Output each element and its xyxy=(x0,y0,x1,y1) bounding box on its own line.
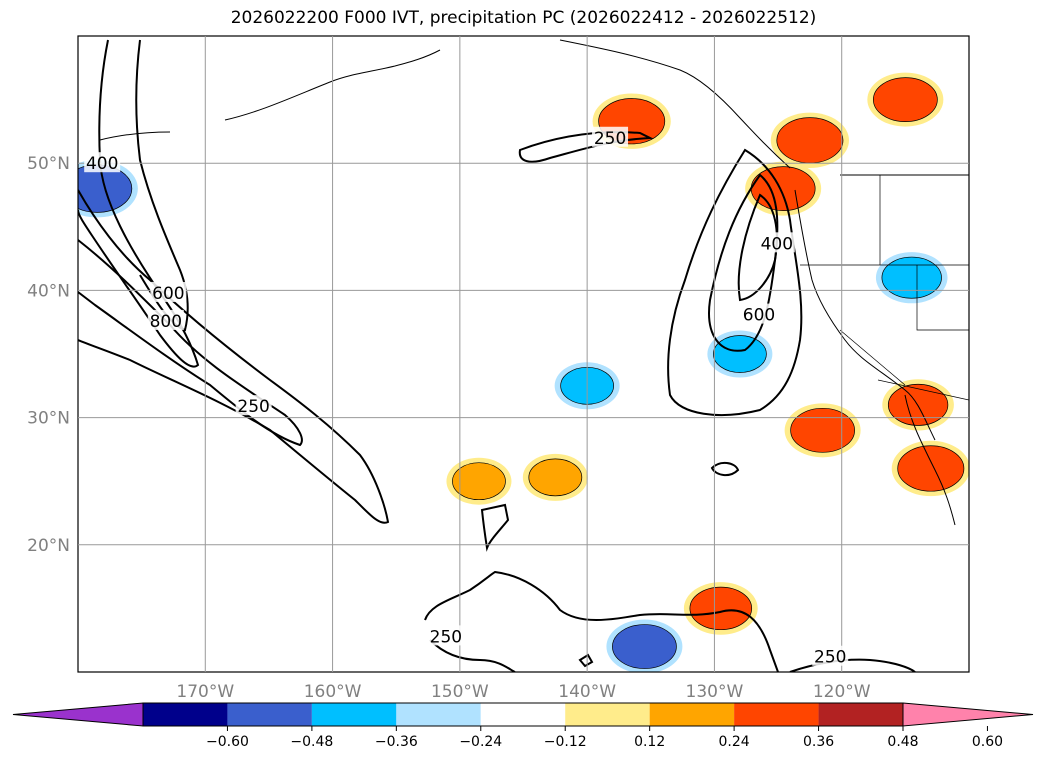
contour-label: 800 xyxy=(150,312,182,332)
precip-region xyxy=(873,77,938,122)
colorbar-tick-label: −0.60 xyxy=(206,734,249,750)
lon-tick-label: 170°W xyxy=(176,682,234,702)
lon-tick-label: 160°W xyxy=(304,682,362,702)
precip-region xyxy=(528,458,583,497)
precip-region xyxy=(750,166,816,211)
precip-region xyxy=(881,256,942,299)
contour-labels: 400 600 800 250 250 400 600 250 250 xyxy=(84,126,849,668)
colorbar-segment xyxy=(818,703,903,726)
precip-region xyxy=(452,462,506,501)
ivt-contour-250-se xyxy=(789,658,916,672)
contour-label: 250 xyxy=(594,129,626,149)
contour-label: 400 xyxy=(761,234,793,254)
colorbar-segment xyxy=(480,703,566,726)
contour-label-bg xyxy=(427,625,464,646)
chart-title: 2026022200 F000 IVT, precipitation PC (2… xyxy=(230,8,817,28)
contour-label: 600 xyxy=(743,306,775,326)
precip-region xyxy=(790,407,855,453)
colorbar: −0.60 −0.48 −0.36 −0.24 −0.12 0.12 0.24 0.36 0.4… xyxy=(12,702,1034,750)
colorbar-tick-label: −0.12 xyxy=(544,734,587,750)
gridlines xyxy=(78,36,969,672)
contour-label-bg xyxy=(147,309,184,330)
ivt-contour-250-west xyxy=(78,189,390,524)
coastlines xyxy=(99,39,969,526)
lon-tick-label: 150°W xyxy=(431,682,489,702)
contour-label-bg xyxy=(812,645,849,666)
colorbar-segment xyxy=(649,703,735,726)
ivt-contour-small-3 xyxy=(578,653,594,668)
contour-label: 400 xyxy=(86,154,118,174)
contour-label-bg xyxy=(740,303,777,324)
lon-tick-label: 130°W xyxy=(686,682,744,702)
colorbar-segment xyxy=(227,703,312,726)
colorbar-tick-label: 0.48 xyxy=(887,734,918,750)
precip-region xyxy=(776,117,844,164)
precip-region xyxy=(689,586,753,631)
colorbar-tick-label: −0.36 xyxy=(375,734,418,750)
lon-tick-label: 140°W xyxy=(558,682,616,702)
contour-label-bg xyxy=(592,126,629,147)
colorbar-segment xyxy=(143,703,228,726)
precip-region xyxy=(713,335,767,373)
ivt-contour-250-south-2 xyxy=(429,639,516,672)
axis-labels: 50°N 40°N 30°N 20°N 170°W 160°W 150°W 140°W 130°… xyxy=(27,154,871,702)
contour-label-bg xyxy=(235,395,272,416)
contour-label: 250 xyxy=(237,397,269,417)
colorbar-segment xyxy=(396,703,481,726)
colorbar-tick-label: −0.24 xyxy=(459,734,502,750)
contour-label-bg xyxy=(150,281,187,302)
contour-label: 250 xyxy=(430,627,462,647)
precip-region xyxy=(897,445,965,492)
colorbar-segment xyxy=(565,703,650,726)
colorbar-tick-label: −0.48 xyxy=(290,734,333,750)
contour-label-bg xyxy=(758,232,795,253)
lat-tick-label: 50°N xyxy=(27,154,70,174)
colorbar-segment xyxy=(311,703,397,726)
colorbar-tick-label: 0.36 xyxy=(803,734,834,750)
contour-label-bg xyxy=(84,152,121,173)
lat-tick-label: 40°N xyxy=(27,281,70,301)
map-frame xyxy=(77,35,970,673)
precip-pc-fills xyxy=(78,72,969,672)
colorbar-tick-label: 0.60 xyxy=(972,734,1003,750)
precip-region xyxy=(612,624,677,669)
ivt-contour-small-2 xyxy=(480,503,510,552)
ivt-contour-250-south xyxy=(424,570,779,672)
ivt-contour-small-1 xyxy=(710,462,740,476)
contour-label: 250 xyxy=(814,648,846,668)
colorbar-tick-label: 0.24 xyxy=(719,734,750,750)
ivt-contour-600-coast xyxy=(737,193,778,302)
ivt-contour-250-coast xyxy=(667,148,803,416)
lat-tick-label: 30°N xyxy=(27,409,70,429)
colorbar-frame xyxy=(142,702,904,727)
colorbar-extend-low xyxy=(12,702,144,727)
colorbar-tick-label: 0.12 xyxy=(634,734,665,750)
lat-tick-label: 20°N xyxy=(27,536,70,556)
contour-label: 600 xyxy=(152,284,184,304)
colorbar-segment xyxy=(734,703,819,726)
colorbar-extend-high xyxy=(902,702,1034,727)
lon-tick-label: 120°W xyxy=(813,682,871,702)
